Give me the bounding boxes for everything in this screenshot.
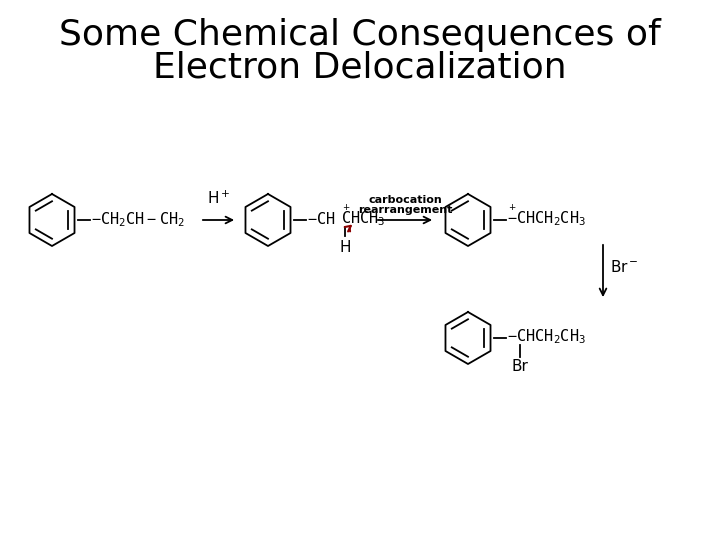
Text: carbocation: carbocation xyxy=(368,195,442,205)
Text: Electron Delocalization: Electron Delocalization xyxy=(153,51,567,85)
Text: Some Chemical Consequences of: Some Chemical Consequences of xyxy=(59,18,661,52)
Text: rearrangement: rearrangement xyxy=(358,205,452,215)
Text: $\mathregular{-CHCH_2CH_3}$: $\mathregular{-CHCH_2CH_3}$ xyxy=(507,210,586,228)
Text: H$^+$: H$^+$ xyxy=(207,190,230,207)
Text: $\mathregular{-CH_2CH-CH_2}$: $\mathregular{-CH_2CH-CH_2}$ xyxy=(91,211,185,229)
Text: Br$^-$: Br$^-$ xyxy=(610,259,639,275)
Text: H: H xyxy=(339,240,351,255)
Text: $\mathregular{-CH}$: $\mathregular{-CH}$ xyxy=(307,211,336,227)
Text: $^+$: $^+$ xyxy=(507,204,517,217)
Text: $\mathregular{-CHCH_2CH_3}$: $\mathregular{-CHCH_2CH_3}$ xyxy=(507,328,586,346)
Text: $\mathregular{CHCH_3}$: $\mathregular{CHCH_3}$ xyxy=(341,210,385,228)
Text: $^+$: $^+$ xyxy=(341,204,351,217)
Text: Br: Br xyxy=(512,359,528,374)
